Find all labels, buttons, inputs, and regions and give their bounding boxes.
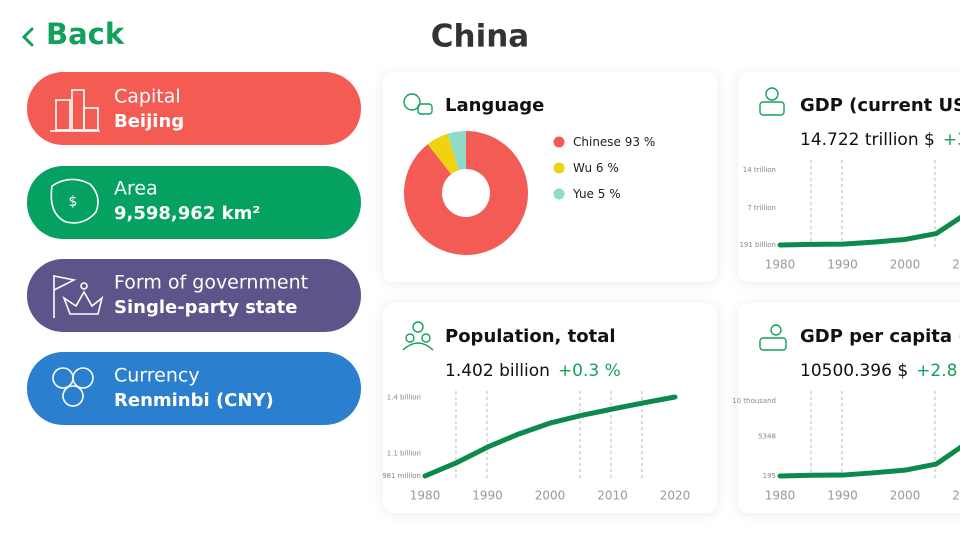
fact-card: $ Area 9,598,962 km² bbox=[27, 166, 361, 239]
y-tick-label: 7 trillion bbox=[747, 204, 776, 212]
change: +0.3 % bbox=[558, 361, 621, 381]
icon bbox=[50, 89, 100, 132]
legend-value: 6 % bbox=[596, 161, 619, 175]
legend-name: Wu bbox=[573, 161, 592, 175]
panel-title: Language bbox=[445, 95, 544, 116]
x-tick-label: 2010 bbox=[952, 258, 960, 272]
headline: 1.402 billion bbox=[445, 361, 550, 381]
legend-value: 5 % bbox=[598, 187, 621, 201]
y-tick-label: 191 billion bbox=[739, 241, 776, 249]
x-tick-label: 1980 bbox=[410, 489, 441, 503]
legend-entry: Wu 6 % bbox=[573, 161, 619, 175]
x-tick-label: 1980 bbox=[765, 489, 796, 503]
x-tick-label: 2000 bbox=[535, 489, 566, 503]
y-tick-label: 1.1 billion bbox=[387, 450, 421, 458]
back-button[interactable]: Back bbox=[21, 17, 125, 51]
y-tick-label: 10 thousand bbox=[732, 397, 776, 405]
icon bbox=[402, 321, 434, 351]
pie-slice bbox=[447, 131, 466, 171]
x-tick-label: 1980 bbox=[765, 258, 796, 272]
legend-entry: Yue 5 % bbox=[572, 187, 621, 201]
legend-swatch bbox=[553, 162, 565, 174]
x-tick-label: 1990 bbox=[472, 489, 503, 503]
y-tick-label: 1.4 billion bbox=[387, 393, 421, 401]
panel-title: Population, total bbox=[445, 326, 616, 347]
icon bbox=[53, 275, 104, 318]
fact-card: Currency Renminbi (CNY) bbox=[27, 352, 361, 425]
icon bbox=[403, 93, 433, 115]
fact-value: Beijing bbox=[114, 111, 184, 132]
y-tick-label: 14 trillion bbox=[743, 166, 776, 174]
card-bg bbox=[27, 166, 361, 239]
panel bbox=[738, 72, 960, 282]
fact-label: Currency bbox=[114, 365, 200, 387]
y-tick-label: 5348 bbox=[758, 432, 776, 440]
change: +3 bbox=[943, 130, 960, 150]
icon bbox=[52, 367, 94, 407]
panel bbox=[738, 303, 960, 513]
y-tick-label: 195 bbox=[763, 472, 776, 480]
line bbox=[777, 444, 960, 479]
line bbox=[422, 394, 678, 479]
back-arrow bbox=[21, 27, 34, 47]
icon bbox=[759, 87, 785, 116]
fact-card: Capital Beijing bbox=[27, 72, 361, 145]
fact-label: Capital bbox=[114, 86, 181, 108]
x-tick-label: 1990 bbox=[827, 258, 858, 272]
change: +2.8 bbox=[916, 361, 957, 381]
page-title: China bbox=[431, 19, 529, 55]
back-label[interactable]: Back bbox=[46, 17, 125, 51]
legend-entry: Chinese 93 % bbox=[573, 135, 655, 149]
fact-value: 9,598,962 km² bbox=[114, 203, 260, 224]
panel-title: GDP per capita (cu bbox=[800, 326, 960, 347]
legend-swatch bbox=[553, 188, 565, 200]
icon: $ bbox=[50, 178, 99, 224]
x-tick-label: 2020 bbox=[660, 489, 691, 503]
headline: 10500.396 $ bbox=[800, 361, 908, 381]
pie-slice bbox=[403, 131, 528, 255]
svg-text:$: $ bbox=[69, 194, 78, 210]
fact-label: Area bbox=[114, 178, 158, 200]
x-tick-label: 2010 bbox=[952, 489, 960, 503]
card-bg bbox=[27, 72, 361, 145]
panel-title: GDP (current US bbox=[800, 95, 960, 116]
x-tick-label: 2000 bbox=[890, 258, 921, 272]
icon bbox=[759, 324, 787, 351]
legend-name: Chinese bbox=[573, 135, 621, 149]
fact-label: Form of government bbox=[114, 272, 308, 294]
card-bg bbox=[27, 259, 361, 332]
y-tick-label: 981 million bbox=[382, 472, 421, 480]
legend-swatch bbox=[553, 136, 565, 148]
legend-name: Yue bbox=[572, 187, 594, 201]
legend-value: 93 % bbox=[625, 135, 656, 149]
x-tick-label: 2010 bbox=[597, 489, 628, 503]
x-tick-label: 2000 bbox=[890, 489, 921, 503]
pie-slice bbox=[427, 133, 459, 175]
fact-card: Form of government Single-party state bbox=[27, 259, 361, 332]
headline: 14.722 trillion $ bbox=[800, 130, 935, 150]
panel bbox=[383, 303, 717, 513]
fact-value: Single-party state bbox=[114, 297, 297, 318]
card-bg bbox=[27, 352, 361, 425]
fact-value: Renminbi (CNY) bbox=[114, 390, 274, 411]
line bbox=[777, 214, 960, 248]
x-tick-label: 1990 bbox=[827, 489, 858, 503]
